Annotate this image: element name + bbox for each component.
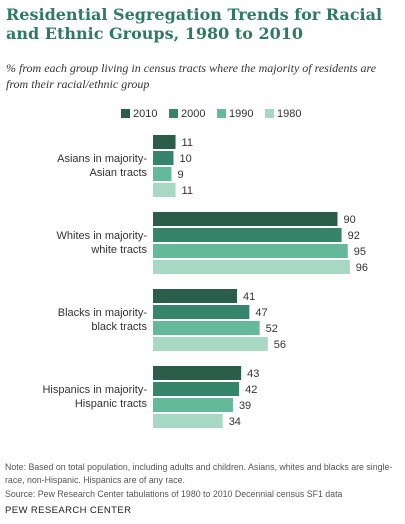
bar-1980 [153,414,223,428]
data-label-1980: 34 [229,416,241,428]
chart-subtitle: % from each group living in census tract… [6,61,377,91]
category-label: Asians in majority- [57,153,147,165]
category-label: black tracts [91,321,147,333]
legend-label-1990: 1990 [229,108,253,120]
bar-group-3: Hispanics in majority- Hispanic tracts 43 4… [42,366,259,428]
category-label: white tracts [90,244,147,256]
bar-1980 [153,337,268,351]
bar-1990 [153,244,348,258]
chart-note: Note: Based on total population, includi… [5,462,393,485]
category-label: Asian tracts [90,167,148,179]
data-label-1990: 95 [354,246,366,258]
bar-2010 [153,135,176,149]
bar-2000 [153,305,250,319]
data-label-1980: 96 [356,262,368,274]
category-label: Whites in majority- [57,230,148,242]
bar-group-0: Asians in majority- Asian tracts 11 10 9 11 [57,135,193,197]
bar-group-1: Whites in majority-white tracts 90 92 95 96 [57,212,368,274]
category-label: Hispanic tracts [75,398,148,410]
chart-source: Source: Pew Research Center tabulations … [5,489,343,499]
bar-2010 [153,212,338,226]
brand-logo-text: PEW RESEARCH CENTER [5,505,132,516]
bar-1980 [153,260,350,274]
data-label-1990: 39 [239,400,251,412]
legend-swatch-1990 [217,109,226,118]
legend-label-2010: 2010 [133,108,157,120]
data-label-2000: 10 [180,153,192,165]
legend-label-1980: 1980 [277,108,301,120]
data-label-2010: 11 [182,137,193,149]
bar-1980 [153,183,176,197]
data-label-1980: 56 [274,339,286,351]
data-label-2010: 43 [247,368,259,380]
bar-2000 [153,228,342,242]
bar-1990 [153,398,233,412]
data-label-2010: 90 [344,214,356,226]
data-label-2000: 47 [255,307,267,319]
data-label-2010: 41 [243,291,255,303]
data-label-1990: 52 [266,323,278,335]
chart-title: Residential Segregation Trends for Racia… [6,5,383,43]
bar-2000 [153,382,240,396]
bar-1990 [153,167,172,181]
category-label: Blacks in majority- [58,307,148,319]
category-label: Hispanics in majority- [42,384,147,396]
legend-swatch-2010 [121,109,130,118]
data-label-2000: 92 [348,230,360,242]
legend-swatch-2000 [169,109,178,118]
bar-1990 [153,321,260,335]
bar-2000 [153,151,174,165]
bar-2010 [153,289,238,303]
data-label-2000: 42 [245,384,257,396]
legend: 2010 2000 1990 1980 [121,108,301,120]
legend-swatch-1980 [265,109,274,118]
legend-label-2000: 2000 [181,108,205,120]
bar-2010 [153,366,242,380]
data-label-1990: 9 [177,169,183,181]
data-label-1980: 11 [182,185,193,197]
